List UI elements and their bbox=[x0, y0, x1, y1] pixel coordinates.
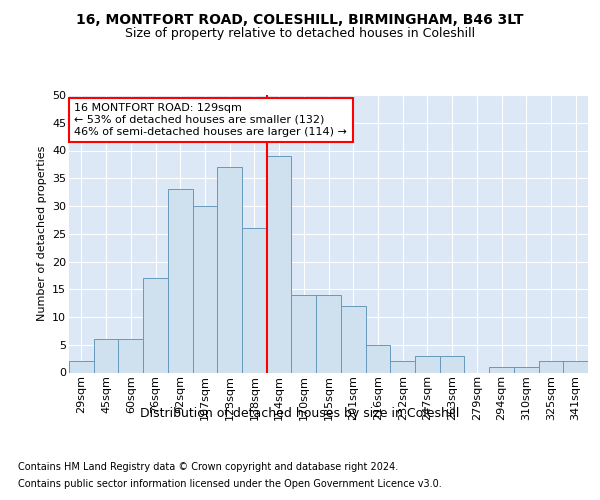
Bar bbox=[242, 228, 267, 372]
Bar bbox=[217, 167, 242, 372]
Bar bbox=[390, 362, 415, 372]
Bar bbox=[440, 356, 464, 372]
Text: Contains public sector information licensed under the Open Government Licence v3: Contains public sector information licen… bbox=[18, 479, 442, 489]
Text: Size of property relative to detached houses in Coleshill: Size of property relative to detached ho… bbox=[125, 28, 475, 40]
Text: 16, MONTFORT ROAD, COLESHILL, BIRMINGHAM, B46 3LT: 16, MONTFORT ROAD, COLESHILL, BIRMINGHAM… bbox=[76, 12, 524, 26]
Bar bbox=[415, 356, 440, 372]
Bar bbox=[341, 306, 365, 372]
Bar bbox=[193, 206, 217, 372]
Bar bbox=[292, 295, 316, 372]
Bar bbox=[514, 367, 539, 372]
Bar bbox=[69, 362, 94, 372]
Bar bbox=[489, 367, 514, 372]
Bar bbox=[267, 156, 292, 372]
Y-axis label: Number of detached properties: Number of detached properties bbox=[37, 146, 47, 322]
Text: 16 MONTFORT ROAD: 129sqm
← 53% of detached houses are smaller (132)
46% of semi-: 16 MONTFORT ROAD: 129sqm ← 53% of detach… bbox=[74, 104, 347, 136]
Text: Distribution of detached houses by size in Coleshill: Distribution of detached houses by size … bbox=[140, 408, 460, 420]
Bar bbox=[365, 345, 390, 372]
Bar bbox=[563, 362, 588, 372]
Bar bbox=[316, 295, 341, 372]
Bar bbox=[94, 339, 118, 372]
Bar bbox=[168, 190, 193, 372]
Bar bbox=[143, 278, 168, 372]
Text: Contains HM Land Registry data © Crown copyright and database right 2024.: Contains HM Land Registry data © Crown c… bbox=[18, 462, 398, 472]
Bar bbox=[118, 339, 143, 372]
Bar bbox=[539, 362, 563, 372]
